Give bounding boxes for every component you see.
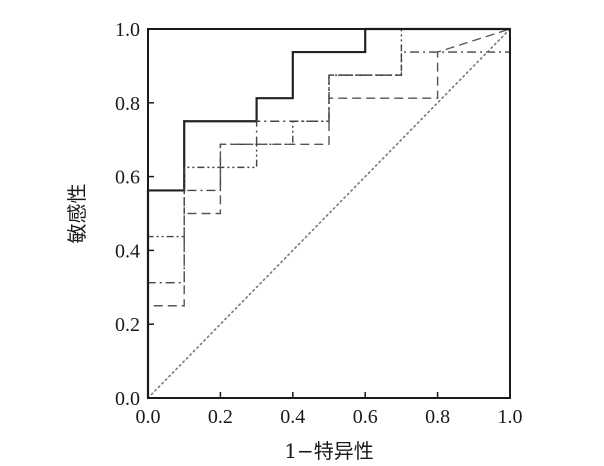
y-tick-label: 0.6 [115,167,140,189]
x-axis-ticks: 0.0 0.2 0.4 0.6 0.8 1.0 [136,392,523,428]
plot-frame [147,28,511,399]
x-tick-label: 0.0 [136,406,161,428]
series-layer [146,27,511,399]
x-tick-label: 1.0 [498,406,523,428]
y-axis-title: 敏感性 [65,184,89,244]
roc-curve-dashdotdot [147,28,510,398]
y-tick-label: 1.0 [115,19,140,41]
y-tick-label: 0.8 [115,93,140,115]
y-tick-label: 0.4 [115,240,140,262]
roc-curve-dashed [147,28,511,398]
y-tick-label: 0.0 [115,388,140,410]
x-tick-label: 0.8 [425,406,450,428]
roc-curve-reference [147,28,511,399]
x-tick-label: 0.6 [353,406,378,428]
y-axis-ticks: 0.0 0.2 0.4 0.6 0.8 1.0 [115,19,154,410]
roc-curve-solid [146,27,510,398]
y-tick-label: 0.2 [115,314,140,336]
x-axis-title: 1−特异性 [284,439,373,463]
x-tick-label: 0.2 [208,406,233,428]
x-tick-label: 0.4 [280,406,305,428]
